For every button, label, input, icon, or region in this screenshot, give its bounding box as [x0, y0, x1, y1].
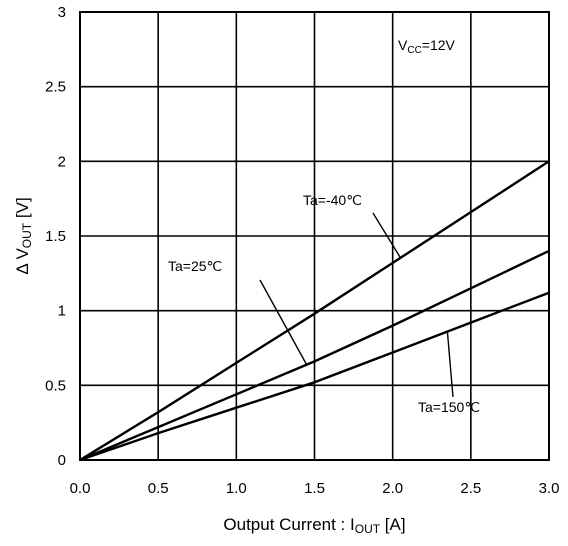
leader-line-1: [259, 279, 308, 366]
vcc-main: V: [398, 37, 408, 53]
label-ta-25: Ta=25℃: [168, 258, 222, 274]
y-axis-label-unit: [V]: [13, 197, 32, 223]
grid: [80, 12, 549, 460]
y-tick-label: 2.5: [45, 79, 66, 96]
y-axis-label: Δ VOUT [V]: [13, 197, 34, 274]
x-tick-label: 0.5: [148, 480, 169, 497]
y-axis-label-group: Δ VOUT [V]: [13, 197, 34, 274]
y-tick-labels: 0 0.5 1 1.5 2 2.5 3: [45, 4, 66, 469]
vcc-annotation: VCC=12V: [398, 37, 456, 56]
y-tick-label: 1: [58, 303, 66, 320]
y-tick-label: 0: [58, 452, 66, 469]
y-tick-label: 0.5: [45, 377, 66, 394]
y-tick-label: 1.5: [45, 228, 66, 245]
x-axis-label-sub: OUT: [355, 522, 381, 536]
x-tick-label: 2.5: [460, 480, 481, 497]
leader-line-0: [372, 212, 402, 259]
series-line-0: [79, 160, 550, 462]
y-axis-label-sub: OUT: [20, 222, 34, 248]
x-tick-label: 1.0: [226, 480, 247, 497]
leader-lines: [259, 212, 454, 398]
vcc-sub: CC: [407, 45, 421, 56]
label-ta-minus40: Ta=-40℃: [303, 192, 362, 208]
label-ta-150: Ta=150℃: [418, 399, 480, 415]
series-line-1: [79, 249, 550, 462]
x-axis-label-main: Output Current : I: [223, 515, 354, 534]
vcc-rest: =12V: [422, 37, 456, 53]
y-tick-label: 3: [58, 4, 66, 21]
series-line-2: [79, 291, 550, 462]
leader-line-2: [446, 331, 454, 398]
x-tick-label: 3.0: [539, 480, 560, 497]
x-tick-label: 0.0: [70, 480, 91, 497]
y-tick-label: 2: [58, 153, 66, 170]
x-axis-label-unit: [A]: [380, 515, 406, 534]
y-axis-label-main: Δ V: [13, 248, 32, 275]
x-tick-label: 1.5: [304, 480, 325, 497]
x-tick-labels: 0.0 0.5 1.0 1.5 2.0 2.5 3.0: [70, 480, 560, 497]
series-lines: [79, 160, 550, 462]
plot-frame: [79, 11, 550, 461]
x-tick-label: 2.0: [382, 480, 403, 497]
x-axis-label: Output Current : IOUT [A]: [223, 515, 405, 536]
